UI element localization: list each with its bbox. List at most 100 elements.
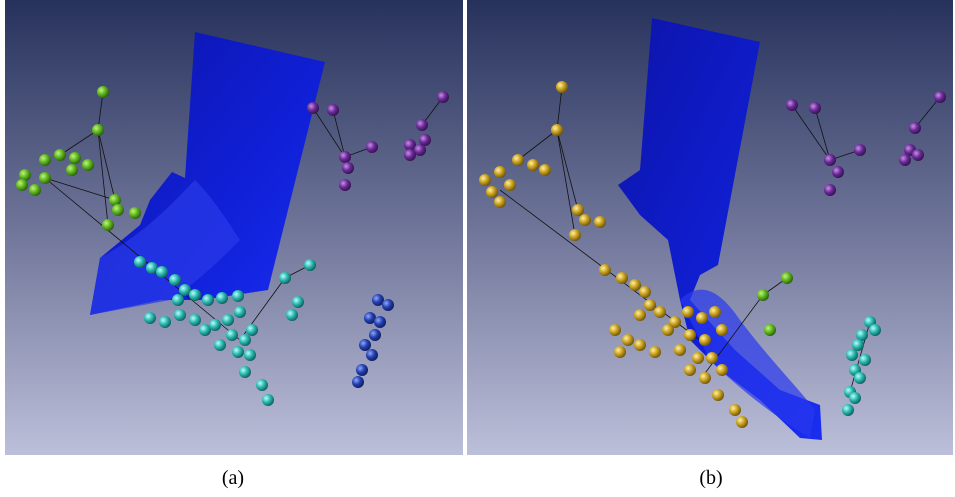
sphere (599, 264, 611, 276)
sphere (869, 324, 881, 336)
sphere (156, 266, 168, 278)
sphere (416, 119, 428, 131)
sphere (709, 306, 721, 318)
sphere (854, 372, 866, 384)
sphere (244, 349, 256, 361)
sphere (494, 166, 506, 178)
sphere (539, 164, 551, 176)
sphere (684, 364, 696, 376)
sphere (327, 104, 339, 116)
sphere (374, 316, 386, 328)
sphere (594, 216, 606, 228)
sphere (202, 294, 214, 306)
sphere (824, 154, 836, 166)
sphere (356, 364, 368, 376)
sphere (512, 154, 524, 166)
sphere (674, 344, 686, 356)
sphere (239, 366, 251, 378)
sphere (226, 329, 238, 341)
sphere (144, 312, 156, 324)
sphere (216, 292, 228, 304)
sphere (339, 179, 351, 191)
sphere (649, 346, 661, 358)
sphere (644, 299, 656, 311)
sphere (824, 184, 836, 196)
sphere (712, 389, 724, 401)
sphere (359, 339, 371, 351)
sphere (729, 404, 741, 416)
sphere (572, 204, 584, 216)
sphere (781, 272, 793, 284)
sphere (616, 272, 628, 284)
sphere (189, 289, 201, 301)
sphere (92, 124, 104, 136)
sphere (494, 196, 506, 208)
sphere (569, 229, 581, 241)
sphere (189, 314, 201, 326)
sphere (174, 309, 186, 321)
sphere (629, 279, 641, 291)
sphere (706, 352, 718, 364)
sphere (842, 404, 854, 416)
sphere (527, 159, 539, 171)
sphere (486, 186, 498, 198)
sphere (662, 324, 674, 336)
sphere (304, 259, 316, 271)
sphere (307, 102, 319, 114)
sphere (614, 346, 626, 358)
sphere (54, 149, 66, 161)
sphere (279, 272, 291, 284)
sphere (504, 179, 516, 191)
sphere (849, 392, 861, 404)
sphere (846, 349, 858, 361)
sphere (29, 184, 41, 196)
figure: (a) (b) (0, 0, 955, 497)
sphere (292, 296, 304, 308)
sphere (339, 151, 351, 163)
sphere (684, 329, 696, 341)
sphere (262, 394, 274, 406)
caption-a: (a) (222, 467, 244, 489)
sphere (366, 349, 378, 361)
sphere (16, 179, 28, 191)
sphere (634, 309, 646, 321)
sphere (716, 324, 728, 336)
sphere (69, 152, 81, 164)
sphere (82, 159, 94, 171)
sphere (764, 324, 776, 336)
sphere (551, 124, 563, 136)
sphere (696, 312, 708, 324)
sphere (97, 86, 109, 98)
sphere (129, 207, 141, 219)
sphere (859, 354, 871, 366)
sphere (134, 256, 146, 268)
sphere (579, 214, 591, 226)
sphere (639, 286, 651, 298)
sphere (437, 91, 449, 103)
sphere (404, 149, 416, 161)
sphere (609, 324, 621, 336)
sphere (809, 102, 821, 114)
sphere (66, 164, 78, 176)
sphere (699, 334, 711, 346)
sphere (256, 379, 268, 391)
sphere (634, 339, 646, 351)
sphere (112, 204, 124, 216)
sphere (209, 319, 221, 331)
sphere (736, 416, 748, 428)
sphere (102, 219, 114, 231)
sphere (479, 174, 491, 186)
sphere (757, 289, 769, 301)
sphere (912, 149, 924, 161)
sphere (239, 334, 251, 346)
sphere (172, 294, 184, 306)
sphere (382, 299, 394, 311)
sphere (786, 99, 798, 111)
sphere (342, 162, 354, 174)
sphere (419, 134, 431, 146)
sphere (852, 339, 864, 351)
sphere (232, 290, 244, 302)
sphere (39, 154, 51, 166)
caption-b: (b) (699, 467, 722, 489)
sphere (832, 166, 844, 178)
